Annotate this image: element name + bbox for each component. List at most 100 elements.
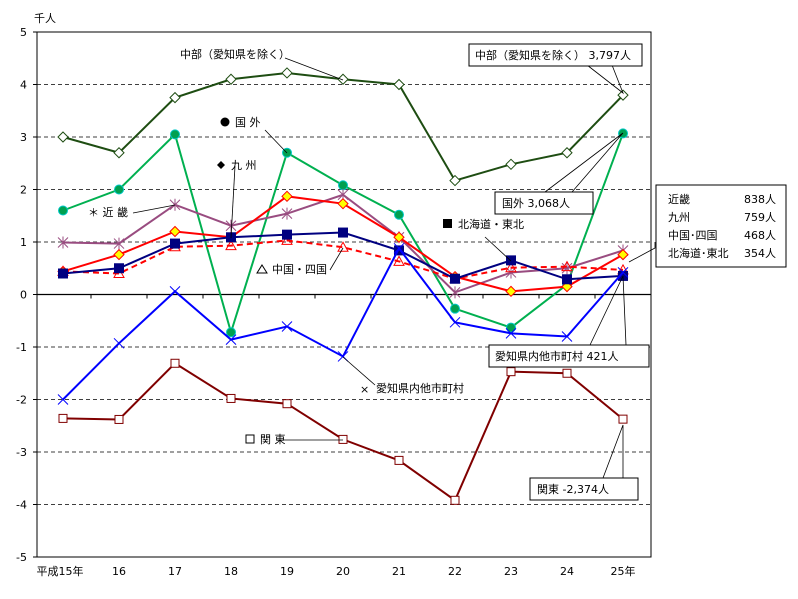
leader-kokugai: [264, 129, 288, 154]
data-point: [169, 225, 181, 238]
leader-kyushu: [230, 165, 236, 239]
leader-box: [628, 242, 656, 263]
data-point: [393, 242, 405, 254]
data-point: [450, 303, 460, 314]
data-point: [57, 394, 69, 405]
data-point: [58, 205, 68, 216]
x-tick-label: 20: [336, 565, 350, 578]
data-point: [113, 147, 125, 159]
data-point: [617, 267, 629, 278]
y-tick-label: -1: [16, 341, 27, 354]
data-point: [282, 399, 292, 409]
box-value-1: 759人: [744, 211, 776, 224]
data-point: [506, 367, 516, 377]
label-hokkaido: 北海道・東北: [458, 217, 524, 231]
label-kyushu: 九 州: [231, 159, 257, 172]
data-point: [617, 248, 629, 261]
box-name-0: 近畿: [668, 192, 690, 206]
data-point: [169, 91, 181, 104]
data-point: [226, 327, 236, 338]
y-tick-label: 0: [20, 289, 27, 302]
data-point: [114, 414, 124, 424]
series-line: [62, 231, 624, 281]
label-chugoku-marker: [256, 264, 268, 274]
x-tick-label: 17: [168, 565, 182, 578]
label-aichi: 愛知県内他市町村: [376, 381, 464, 395]
callout-kanto: 関東 -2,374人: [537, 483, 609, 496]
series-7: [58, 358, 628, 505]
data-point: [618, 414, 628, 424]
x-tick-label: 18: [224, 565, 238, 578]
y-tick-label: 3: [20, 131, 27, 144]
data-point: [113, 248, 125, 261]
data-point: [561, 262, 573, 275]
series-1: [58, 128, 628, 338]
data-point: [337, 241, 349, 252]
data-point: [394, 455, 404, 465]
box-value-0: 838人: [744, 193, 776, 206]
box-name-1: 九州: [668, 211, 690, 224]
data-point: [449, 316, 461, 328]
y-tick-label: -2: [16, 394, 27, 407]
callout-kokugai-box: [494, 191, 594, 215]
data-point: [169, 285, 181, 297]
data-point: [561, 147, 573, 159]
data-point: [393, 255, 405, 266]
callout-aichi: 愛知県内他市町村 421人: [495, 349, 619, 363]
data-point: [338, 434, 348, 444]
data-point: [281, 234, 293, 245]
label-chubu: 中部（愛知県を除く）: [180, 47, 290, 61]
data-point: [337, 197, 349, 210]
callout-chubu-box: [468, 43, 643, 67]
y-tick-label: -3: [16, 446, 27, 459]
leader-chugoku: [329, 247, 344, 271]
x-tick-label: 25年: [611, 564, 636, 578]
data-point: [281, 190, 293, 203]
y-tick-label: 1: [20, 236, 27, 249]
y-tick-label: -4: [16, 499, 27, 512]
y-unit-label: 千人: [34, 12, 56, 25]
x-tick-label: 19: [280, 565, 294, 578]
box-value-3: 354人: [744, 247, 776, 260]
x-tick-label: 24: [560, 565, 574, 578]
data-point: [225, 334, 237, 346]
data-point: [170, 129, 180, 140]
data-point: [225, 219, 237, 232]
y-tick-label: 4: [20, 79, 27, 92]
data-point: [57, 236, 69, 249]
data-point: [338, 180, 348, 191]
box-name-3: 北海道･東北: [668, 246, 729, 260]
data-point: [506, 255, 516, 266]
label-hokkaido-marker: [443, 219, 452, 228]
y-tick-label: 2: [20, 184, 27, 197]
data-point: [450, 495, 460, 505]
data-point: [225, 239, 237, 251]
x-tick-label: 16: [112, 565, 126, 578]
data-point: [114, 184, 124, 195]
data-point: [617, 89, 629, 101]
data-point: [226, 393, 236, 403]
box-name-2: 中国･四国: [668, 229, 718, 242]
leader-chubu: [284, 57, 344, 81]
label-kokugai-marker: [220, 117, 230, 127]
data-point: [505, 261, 517, 273]
data-point: [113, 337, 125, 349]
data-point: [505, 285, 517, 298]
series-4: [57, 234, 629, 284]
callout-aichi-box: [488, 344, 650, 368]
data-point: [450, 273, 460, 284]
label-kyushu-marker: [217, 161, 225, 169]
box-value-2: 468人: [744, 229, 776, 242]
label-kinki: ＊ 近 畿: [88, 205, 128, 219]
series-0: [57, 67, 629, 187]
label-kanto-marker: [245, 434, 255, 444]
series-line: [62, 239, 624, 280]
series-line: [62, 71, 624, 182]
x-tick-label: 23: [504, 565, 518, 578]
label-kokugai: 国 外: [235, 116, 261, 129]
leader-aichi: [342, 356, 376, 386]
label-kanto: 関 東: [260, 433, 286, 446]
callout-kokugai: 国外 3,068人: [502, 197, 570, 210]
